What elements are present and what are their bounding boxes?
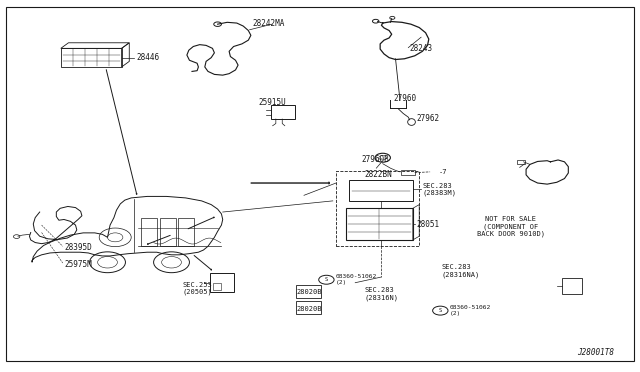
Text: 28446: 28446 <box>136 53 159 62</box>
Text: 25975M: 25975M <box>64 260 92 269</box>
Text: 27960: 27960 <box>394 94 417 103</box>
Text: S: S <box>324 277 328 282</box>
Text: S: S <box>438 308 442 313</box>
Bar <box>349 180 413 201</box>
Bar <box>141 218 157 246</box>
Text: 25915U: 25915U <box>258 98 286 107</box>
Bar <box>517 160 525 164</box>
Bar <box>562 278 582 294</box>
Text: 27960B: 27960B <box>362 155 389 164</box>
Bar <box>160 218 176 246</box>
Text: SEC.283
(28316NA): SEC.283 (28316NA) <box>442 264 480 278</box>
Text: 27962: 27962 <box>416 114 439 123</box>
Text: NOT FOR SALE
(COMPONENT OF
BACK DOOR 9010D): NOT FOR SALE (COMPONENT OF BACK DOOR 901… <box>477 217 545 237</box>
Text: 28242MA: 28242MA <box>253 19 285 28</box>
Bar <box>346 208 413 240</box>
Text: 28020B: 28020B <box>296 289 322 295</box>
Text: SEC.283
(28316N): SEC.283 (28316N) <box>365 287 399 301</box>
Bar <box>336 171 419 246</box>
Bar <box>401 170 415 175</box>
Text: SEC.253
(20505): SEC.253 (20505) <box>182 282 212 295</box>
Text: 08360-51062
(2): 08360-51062 (2) <box>450 305 491 316</box>
Text: 28051: 28051 <box>416 219 439 229</box>
Text: 28020B: 28020B <box>296 306 322 312</box>
Text: 08360-51062
(2): 08360-51062 (2) <box>336 274 377 285</box>
Bar <box>213 283 221 290</box>
Text: 28243: 28243 <box>410 44 433 53</box>
Bar <box>296 285 321 298</box>
Bar <box>296 301 321 314</box>
Text: 2822BN: 2822BN <box>365 170 392 179</box>
Bar <box>178 218 194 246</box>
Bar <box>271 105 295 119</box>
Text: 28395D: 28395D <box>64 243 92 252</box>
Text: SEC.283
(28383M): SEC.283 (28383M) <box>422 183 456 196</box>
Bar <box>210 273 234 292</box>
Text: -7: -7 <box>438 169 447 175</box>
Text: J28001T8: J28001T8 <box>577 348 614 357</box>
